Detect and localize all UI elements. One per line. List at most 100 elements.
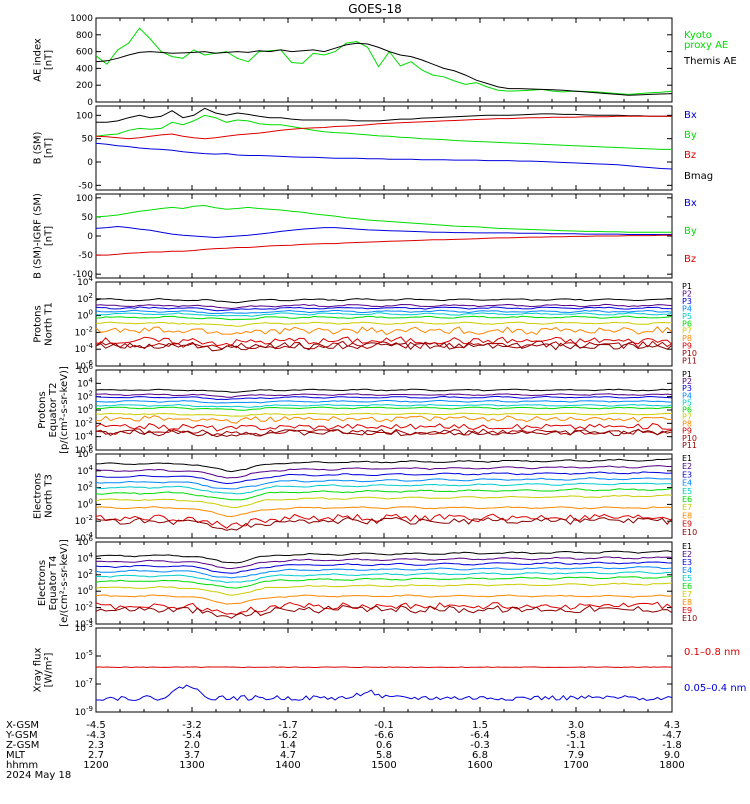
panel-bsm xyxy=(95,105,673,191)
series-xray-1 xyxy=(96,684,673,702)
channel-label: P10 xyxy=(682,349,697,358)
series-label: 0.1–0.8 nm xyxy=(684,647,740,658)
channel-label: E6 xyxy=(682,495,692,504)
channel-e9 xyxy=(95,513,673,529)
y-tick-label: 0 xyxy=(87,232,93,242)
y-tick-label: 10-4 xyxy=(75,430,94,443)
channel-p6 xyxy=(95,406,673,411)
channel-p7 xyxy=(95,412,673,417)
channel-label: E8 xyxy=(682,598,692,607)
channel-p3 xyxy=(95,395,673,401)
channel-p5 xyxy=(95,312,673,317)
y-axis-label: [nT] xyxy=(44,138,55,158)
channel-label: E6 xyxy=(682,582,692,591)
channel-p11 xyxy=(95,342,673,352)
channel-label: E7 xyxy=(682,590,692,599)
channel-label: P1 xyxy=(682,370,692,379)
y-tick-label: 104 xyxy=(77,376,93,389)
channel-label: P3 xyxy=(682,297,692,306)
y-tick-label: 10-4 xyxy=(75,342,94,355)
ephemeris-value: -5.8 xyxy=(566,730,586,741)
y-tick-label: -100 xyxy=(73,270,94,280)
ephemeris-row-label: MLT xyxy=(6,750,26,761)
channel-e5 xyxy=(95,482,672,495)
y-tick-label: 100 xyxy=(76,111,93,121)
plot-title: GOES-18 xyxy=(348,2,402,16)
series-by xyxy=(95,204,672,233)
y-axis-label: [e/(cm²-s-sr-keV)] xyxy=(59,539,70,627)
channel-e5 xyxy=(95,571,673,584)
series-bz xyxy=(95,115,672,140)
channel-e7 xyxy=(95,582,673,596)
channel-e2 xyxy=(95,556,673,570)
series-kyoto-proxy-ae xyxy=(95,27,673,95)
y-axis-label: [nT] xyxy=(44,226,55,246)
ephemeris-value: 2.3 xyxy=(88,740,104,751)
channel-p1 xyxy=(95,388,673,393)
y-tick-label: 600 xyxy=(76,48,93,58)
ephemeris-value: 1800 xyxy=(659,760,684,771)
series-label: Bz xyxy=(684,254,696,265)
channel-e3 xyxy=(95,471,673,485)
ephemeris-value: 4.3 xyxy=(664,720,680,731)
ephemeris-value: 2.7 xyxy=(88,750,104,761)
channel-p3 xyxy=(95,306,673,312)
y-tick-label: 102 xyxy=(77,292,93,305)
channel-e4 xyxy=(95,477,673,490)
y-axis-label: [nT] xyxy=(44,50,55,70)
ephemeris-value: -0.3 xyxy=(470,740,490,751)
y-tick-label: 50 xyxy=(82,135,94,145)
panel-bigrf xyxy=(95,193,673,279)
ephemeris-value: 3.0 xyxy=(568,720,584,731)
y-tick-label: 10-9 xyxy=(75,705,93,718)
channel-p1 xyxy=(95,297,673,304)
series-bx xyxy=(95,225,672,239)
series-label: Bmag xyxy=(684,171,713,182)
channel-label: P8 xyxy=(682,334,692,343)
y-axis-label: [p/(cm²-s-sr-keV)] xyxy=(59,366,70,454)
ephemeris-value: -3.2 xyxy=(182,720,202,731)
channel-label: P8 xyxy=(682,420,692,429)
channel-label: E7 xyxy=(682,503,692,512)
ephemeris-value: -5.4 xyxy=(182,730,202,741)
y-axis-label: B (SM) xyxy=(33,131,44,164)
channel-label: E4 xyxy=(682,479,692,488)
y-axis-label: North T3 xyxy=(44,474,55,518)
channel-e6 xyxy=(95,575,673,589)
channel-label: P6 xyxy=(682,405,692,414)
y-axis-label: North T1 xyxy=(44,302,55,346)
ephemeris-value: 3.7 xyxy=(184,750,200,761)
channel-label: E1 xyxy=(682,454,692,463)
channel-label: E2 xyxy=(682,462,692,471)
channel-p11 xyxy=(95,429,673,438)
ephemeris-value: 1500 xyxy=(371,760,396,771)
series-label: Kyoto xyxy=(684,30,712,41)
y-tick-label: -50 xyxy=(78,251,93,261)
channel-label: E9 xyxy=(682,606,692,615)
ephemeris-value: -6.6 xyxy=(374,730,394,741)
channel-label: E3 xyxy=(682,470,692,479)
channel-label: E10 xyxy=(682,614,697,623)
y-tick-label: 10-4 xyxy=(75,531,94,544)
series-themis-ae xyxy=(95,42,673,96)
y-tick-label: 106 xyxy=(77,447,93,460)
series-label: By xyxy=(684,130,697,141)
channel-e6 xyxy=(95,487,673,501)
channel-e1 xyxy=(95,550,673,564)
channel-e1 xyxy=(95,458,673,473)
y-tick-label: 400 xyxy=(76,64,93,74)
channel-label: P3 xyxy=(682,384,692,393)
y-tick-label: 10-2 xyxy=(75,416,93,429)
y-tick-label: 10-3 xyxy=(75,621,93,634)
ephemeris-value: 6.8 xyxy=(472,750,488,761)
channel-e8 xyxy=(95,594,673,605)
y-tick-label: -50 xyxy=(78,181,93,191)
channel-p10 xyxy=(95,340,673,350)
channel-e9 xyxy=(95,601,673,616)
series-label: Bx xyxy=(684,110,697,121)
y-tick-label: 0 xyxy=(87,158,93,168)
y-tick-label: 104 xyxy=(77,464,93,477)
y-tick-label: 104 xyxy=(77,275,93,288)
ephemeris-value: 1400 xyxy=(275,760,300,771)
ephemeris-value: -1.8 xyxy=(662,740,682,751)
